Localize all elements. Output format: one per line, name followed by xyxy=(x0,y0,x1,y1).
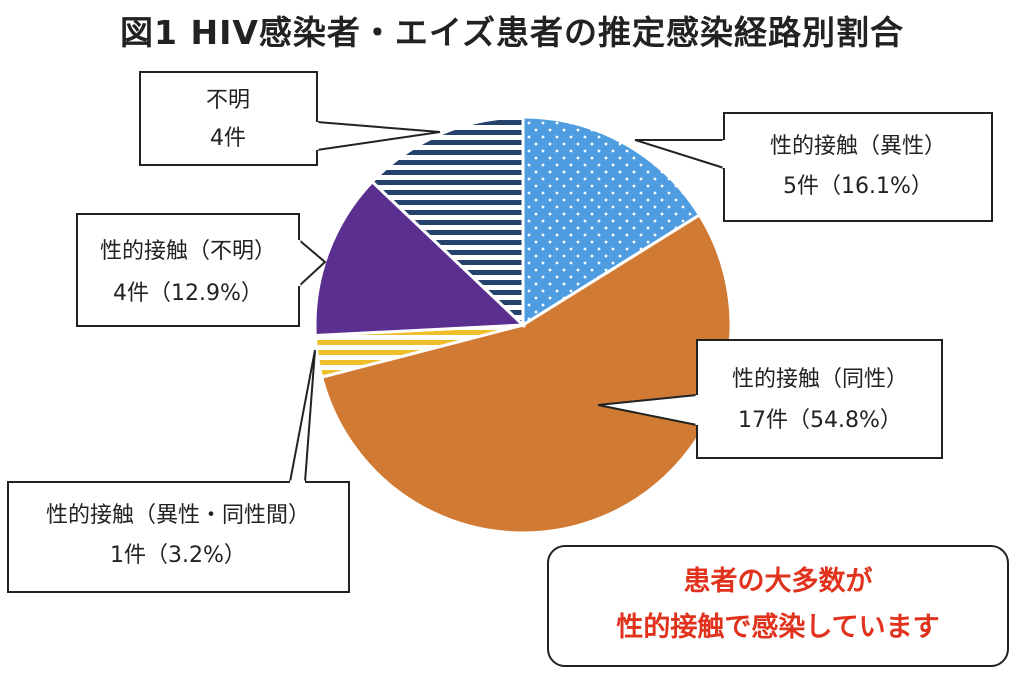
chart-title: 図1 HIV感染者・エイズ患者の推定感染経路別割合 xyxy=(120,13,904,52)
summary-note-line2: 性的接触で感染しています xyxy=(616,612,940,643)
callout-box xyxy=(139,71,318,166)
callout-box xyxy=(723,112,993,222)
slice-label: 性的接触（不明） xyxy=(100,239,276,264)
callout-pointer xyxy=(288,349,316,483)
callout-box xyxy=(76,213,300,327)
slice-value-label: 4件 xyxy=(210,126,246,151)
summary-note-line1: 患者の大多数が xyxy=(683,566,873,597)
slice-value-label: 17件（54.8%） xyxy=(738,408,902,433)
callout-2: 性的接触（異性・同性間） 1件（3.2%） xyxy=(7,349,350,593)
slice-label: 性的接触（異性） xyxy=(770,134,946,159)
pie-slice xyxy=(370,115,525,329)
pie-slice xyxy=(521,115,702,328)
callout-4: 不明 4件 xyxy=(139,71,441,166)
callout-0: 性的接触（異性） 5件（16.1%） xyxy=(634,112,993,222)
slice-label: 性的接触（異性・同性間） xyxy=(46,503,310,528)
slice-label: 不明 xyxy=(206,88,250,113)
callout-1: 性的接触（同性） 17件（54.8%） xyxy=(597,339,943,459)
callout-box xyxy=(696,339,943,459)
slice-value-label: 1件（3.2%） xyxy=(110,543,246,568)
slice-label: 性的接触（同性） xyxy=(732,367,908,392)
pie-slice xyxy=(313,179,527,338)
callout-3: 性的接触（不明） 4件（12.9%） xyxy=(76,213,327,327)
pie-slice xyxy=(319,212,733,535)
summary-note: 患者の大多数が 性的接触で感染しています xyxy=(547,545,1009,667)
slice-value-label: 5件（16.1%） xyxy=(783,174,933,199)
slice-value-label: 4件（12.9%） xyxy=(113,281,263,306)
callout-box xyxy=(7,481,350,593)
